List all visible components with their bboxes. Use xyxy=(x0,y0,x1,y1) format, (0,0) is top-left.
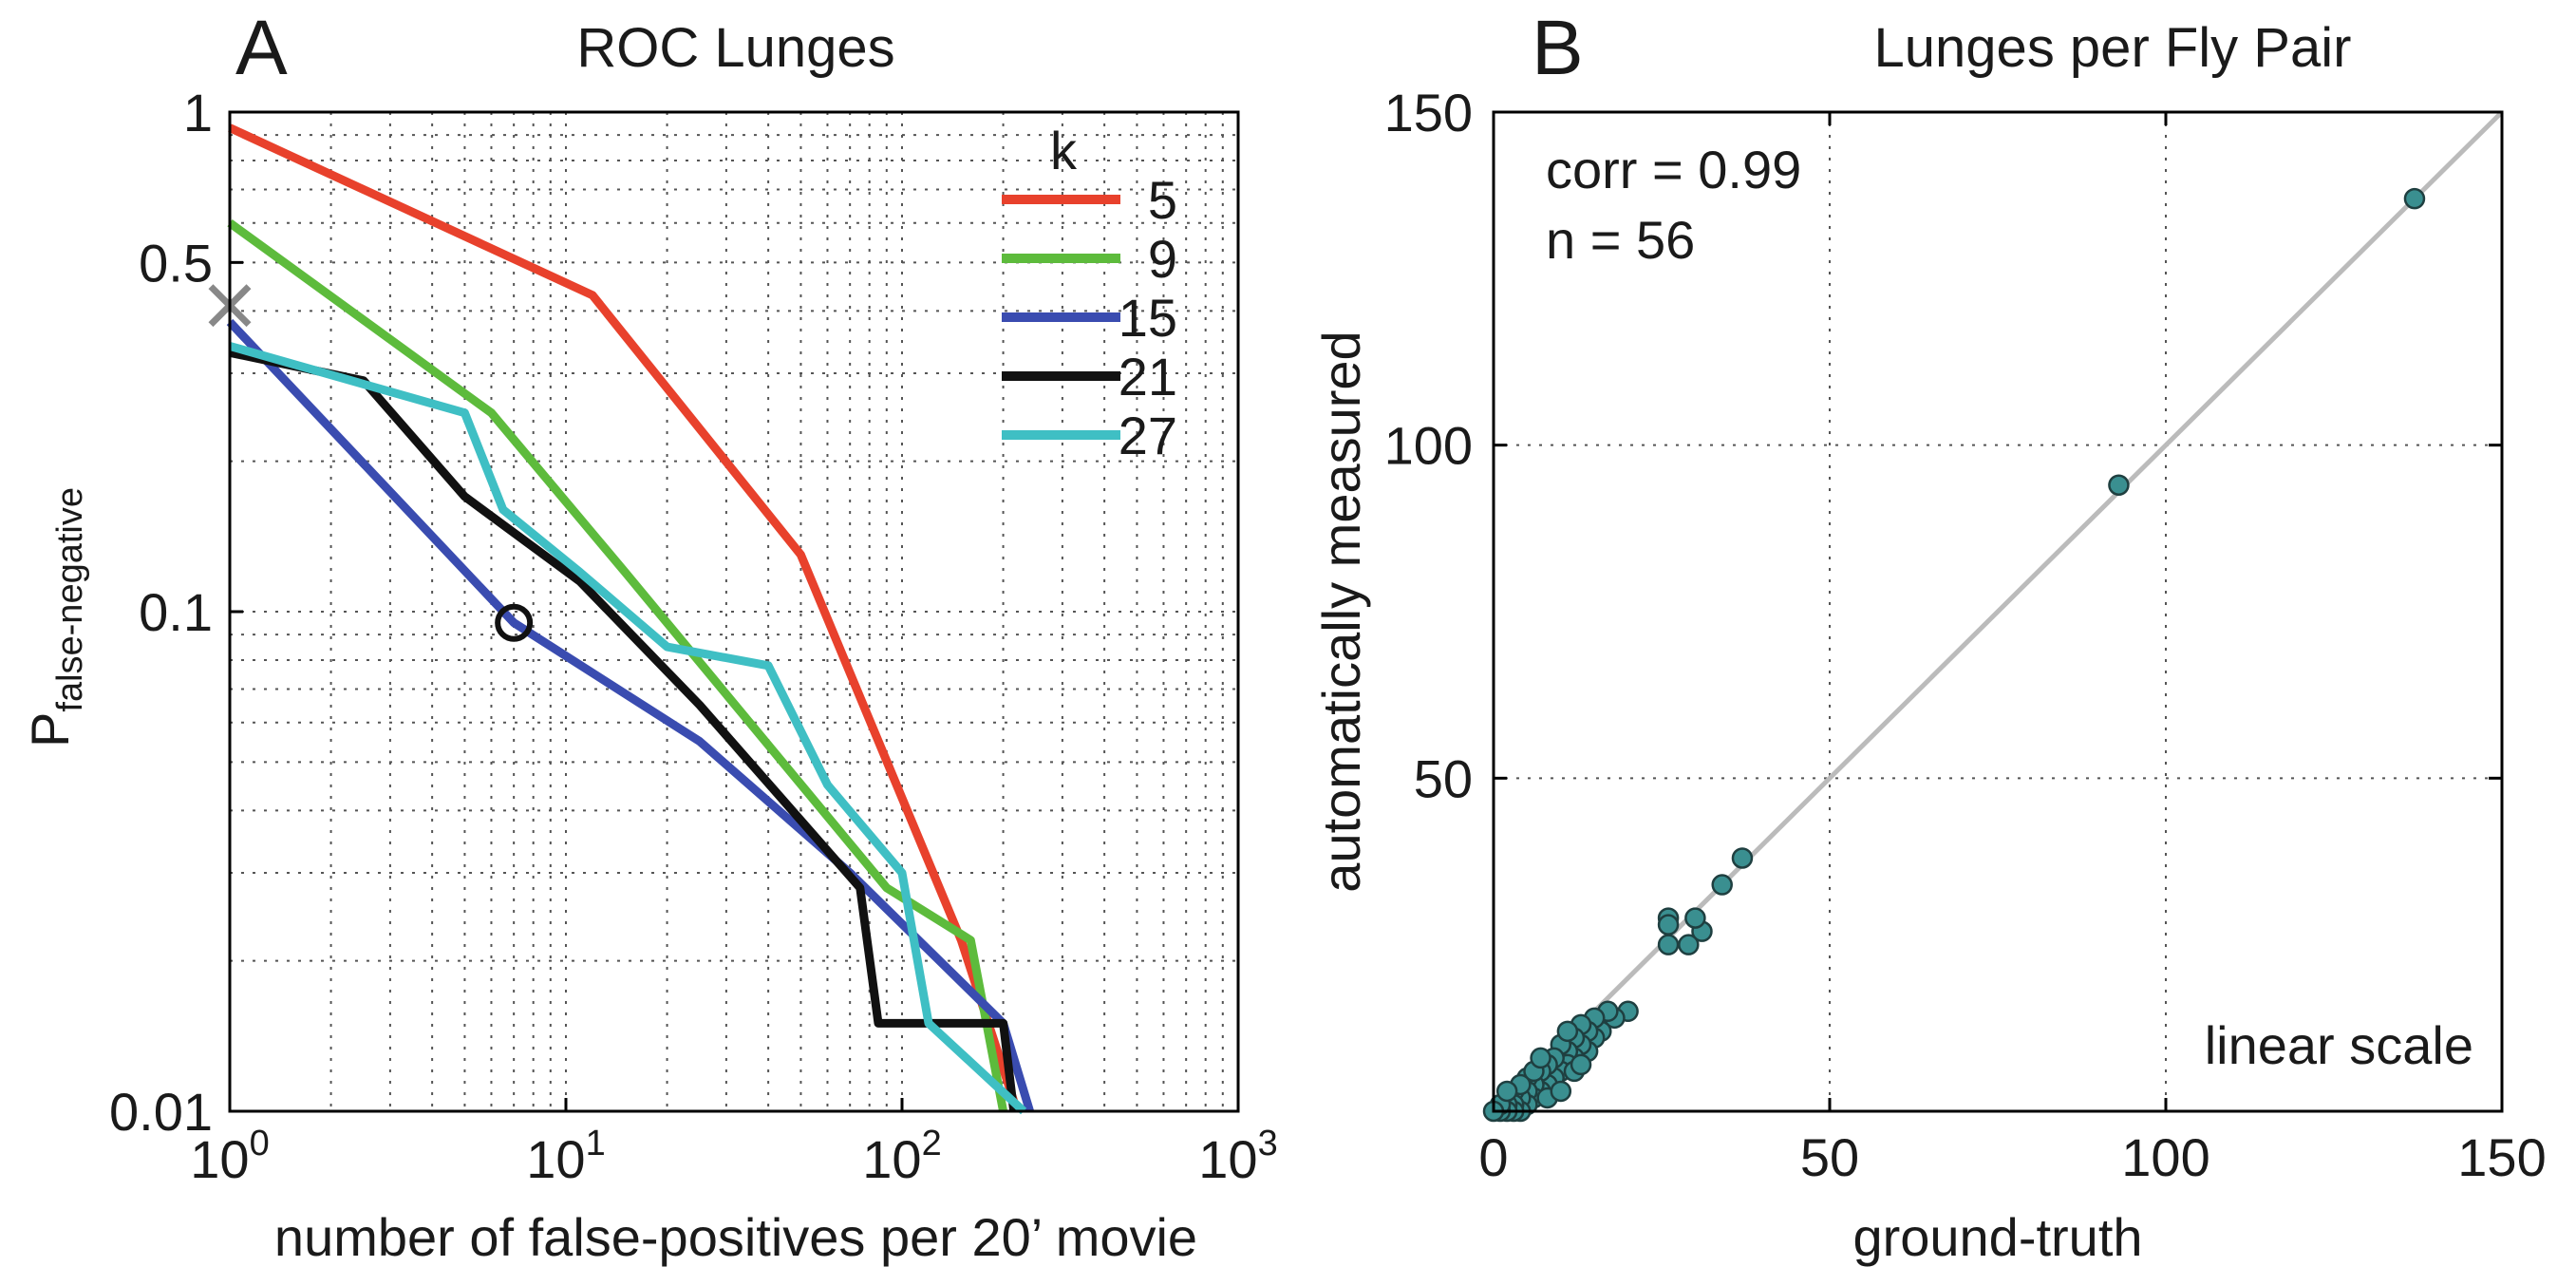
scatter-point xyxy=(1711,874,1733,896)
panel-b: B Lunges per Fly Pair 50 100 150 0 50 100 150… xyxy=(1311,5,2547,1267)
x-tick-label: 0 xyxy=(1478,1127,1508,1187)
scatter-point xyxy=(1556,1020,1579,1043)
scale-note: linear scale xyxy=(2205,1015,2473,1075)
circle-marker xyxy=(495,603,534,642)
panel-b-letter: B xyxy=(1532,5,1584,91)
panel-a-lines xyxy=(226,123,1034,1115)
y-tick-label: 100 xyxy=(1384,416,1473,476)
panel-b-y-ticks: 50 100 150 xyxy=(1384,83,2502,808)
x-tick-label: 150 xyxy=(2457,1127,2546,1187)
panel-a-y-ticks: 1 0.5 0.1 0.01 xyxy=(109,83,243,1142)
x-tick-label: 102 xyxy=(862,1124,941,1189)
panel-a-legend-title: k xyxy=(1050,121,1078,180)
x-tick-label: 103 xyxy=(1198,1124,1277,1189)
panel-a: A ROC Lunges 1 0.5 0.1 0.01 100 101 102 103 nu… xyxy=(20,5,1278,1267)
series-line-k27 xyxy=(228,342,1027,1115)
series-line-k9 xyxy=(227,219,1008,1112)
panel-a-title: ROC Lunges xyxy=(576,17,894,79)
panel-a-y-label-main: P xyxy=(20,712,80,747)
series-line-k15 xyxy=(226,318,1034,1113)
scatter-point xyxy=(1684,907,1706,929)
panel-a-letter: A xyxy=(235,5,288,91)
legend-label-k9: 9 xyxy=(1148,229,1177,289)
scatter-point xyxy=(2403,187,2426,210)
panel-a-y-axis-label: Pfalse-negative xyxy=(20,487,90,747)
legend-label-k21: 21 xyxy=(1119,347,1177,407)
panel-b-title: Lunges per Fly Pair xyxy=(1874,17,2352,79)
legend-label-k15: 15 xyxy=(1119,288,1177,348)
series-line-k21 xyxy=(229,348,1019,1112)
scatter-point xyxy=(1550,1080,1572,1103)
panel-b-x-ticks: 0 50 100 150 xyxy=(1478,112,2547,1187)
panel-a-y-label-sub: false-negative xyxy=(50,487,90,712)
x-tick-label: 100 xyxy=(2121,1127,2209,1187)
panel-b-x-axis-label: ground-truth xyxy=(1852,1207,2142,1267)
scatter-point xyxy=(1657,934,1680,955)
y-tick-label: 150 xyxy=(1384,83,1473,142)
scatter-point xyxy=(2108,474,2130,496)
scatter-point xyxy=(1495,1080,1518,1103)
svg-text:Pfalse-negative: Pfalse-negative xyxy=(20,487,90,747)
panel-b-frame xyxy=(1492,110,2504,1113)
panel-b-grid xyxy=(1494,112,2502,1111)
x-tick-label: 50 xyxy=(1800,1127,1859,1187)
series-line-k5 xyxy=(228,123,1022,1113)
panel-b-points xyxy=(1482,187,2426,1123)
y-tick-label: 1 xyxy=(183,83,213,142)
panel-b-y-axis-label: automatically measured xyxy=(1311,331,1371,892)
x-tick-label: 100 xyxy=(190,1124,269,1189)
y-tick-label: 50 xyxy=(1414,748,1473,808)
y-tick-label: 0.1 xyxy=(139,582,213,642)
panel-a-x-axis-label: number of false-positives per 20’ movie xyxy=(274,1207,1197,1267)
legend-label-k27: 27 xyxy=(1119,406,1177,465)
corr-annotation: corr = 0.99 xyxy=(1546,140,1801,199)
x-tick-label: 101 xyxy=(526,1124,605,1189)
scatter-point xyxy=(1570,1053,1592,1076)
scatter-point xyxy=(1678,934,1700,955)
y-tick-label: 0.01 xyxy=(109,1082,213,1142)
n-annotation: n = 56 xyxy=(1546,210,1695,270)
scatter-point xyxy=(1530,1047,1551,1069)
scatter-point xyxy=(1731,847,1754,869)
scatter-point xyxy=(1657,914,1680,936)
panel-a-x-ticks: 100 101 102 103 xyxy=(190,1098,1278,1189)
y-tick-label: 0.5 xyxy=(139,233,213,293)
legend-label-k5: 5 xyxy=(1148,170,1177,230)
